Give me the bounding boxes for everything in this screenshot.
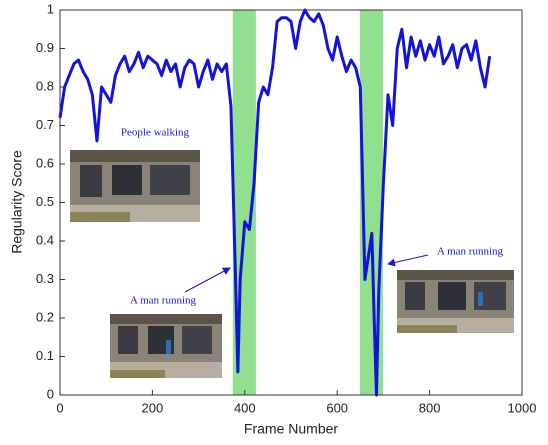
y-axis-label: Regularity Score bbox=[9, 150, 25, 254]
annotation: A man running bbox=[130, 295, 196, 307]
y-tick-label: 0.9 bbox=[36, 40, 54, 55]
annotation: A man running bbox=[437, 246, 503, 258]
data-line bbox=[58, 8, 492, 397]
x-tick-label: 800 bbox=[419, 400, 441, 415]
y-tick-label: 0.6 bbox=[36, 155, 54, 170]
y-tick-label: 0.5 bbox=[36, 194, 54, 209]
y-tick-label: 0.2 bbox=[36, 309, 54, 324]
x-axis-label: Frame Number bbox=[244, 421, 338, 437]
inset-image bbox=[397, 270, 514, 333]
y-tick-label: 0.4 bbox=[36, 232, 54, 247]
x-tick-label: 400 bbox=[234, 400, 256, 415]
inset-image bbox=[70, 150, 200, 222]
y-tick-label: 0.7 bbox=[36, 117, 54, 132]
arrow bbox=[387, 254, 429, 267]
background bbox=[232, 10, 383, 395]
y-tick-label: 0.3 bbox=[36, 271, 54, 286]
y-tick-label: 0.8 bbox=[36, 78, 54, 93]
x-tick-label: 600 bbox=[326, 400, 348, 415]
y-tick-label: 1 bbox=[47, 1, 54, 16]
x-tick-label: 200 bbox=[142, 400, 164, 415]
inset-image bbox=[110, 314, 222, 378]
x-tick-label: 0 bbox=[56, 400, 63, 415]
x-tick-label: 1000 bbox=[508, 400, 537, 415]
y-tick-label: 0 bbox=[47, 386, 54, 401]
y-tick-label: 0.1 bbox=[36, 348, 54, 363]
foreground: People walking A man running A man runni… bbox=[9, 1, 537, 436]
annotation: People walking bbox=[121, 127, 190, 139]
arrow bbox=[184, 267, 231, 293]
